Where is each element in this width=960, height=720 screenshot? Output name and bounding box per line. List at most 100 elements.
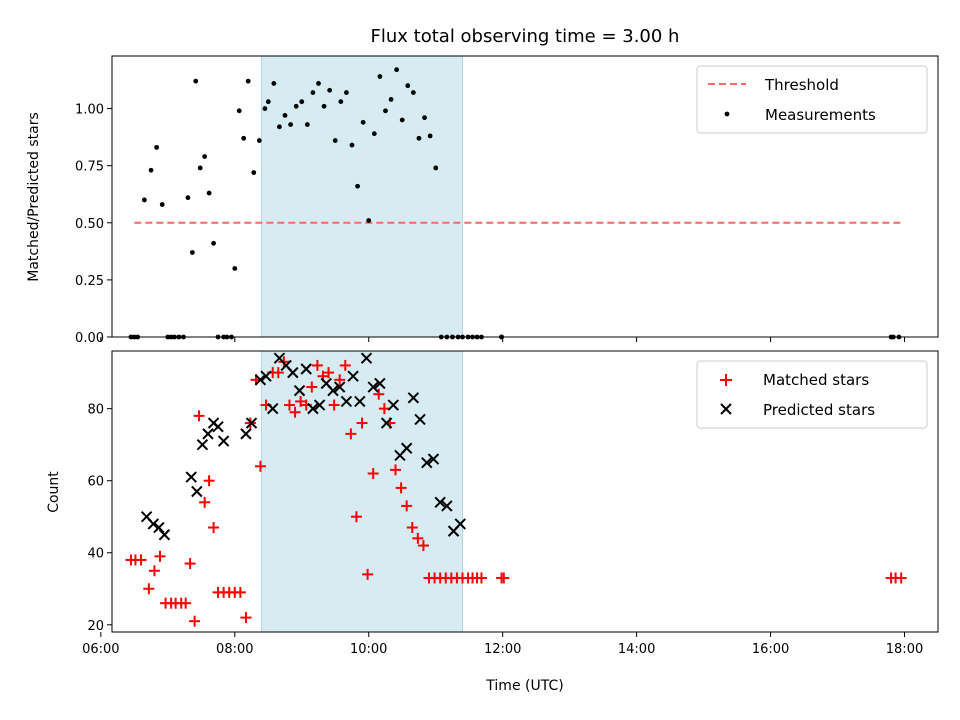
matched-star-point — [417, 540, 429, 552]
predicted-star-point — [374, 377, 386, 390]
predicted-star-point — [147, 518, 160, 530]
bottom-y-axis-label: Count — [46, 471, 62, 513]
x-tick-label: 08:00 — [216, 642, 253, 657]
predicted-star-point — [427, 453, 440, 465]
predicted-star-point — [380, 417, 393, 429]
top-ticks-layer: 0.00 0.25 0.50 0.75 1.00 — [75, 103, 906, 346]
matched-star-point — [283, 399, 295, 411]
predicted-star-point — [293, 384, 306, 397]
measurement-point — [148, 167, 154, 173]
matched-star-point — [895, 572, 907, 584]
measurement-point — [202, 154, 208, 159]
bottom-observing-span — [261, 350, 463, 633]
predicted-star-point — [185, 471, 197, 483]
matched-star-point — [328, 399, 340, 411]
top-y-tick-label: 0.50 — [75, 217, 104, 232]
predicted-star-point — [191, 485, 203, 498]
matched-star-point — [208, 522, 220, 534]
measurement-point — [245, 78, 251, 84]
matched-star-point — [193, 410, 205, 422]
matched-star-point — [189, 615, 201, 627]
predicted-star-point — [421, 456, 433, 469]
top-y-tick-label: 0.25 — [75, 274, 104, 289]
matched-star-point — [345, 428, 357, 440]
predicted-star-point — [334, 381, 346, 393]
matched-star-point — [295, 395, 307, 407]
matched-star-point — [272, 367, 284, 379]
predicted-star-point — [434, 496, 446, 509]
measurement-point — [355, 183, 360, 189]
predicted-star-point — [245, 417, 258, 429]
measurement-point — [422, 115, 427, 121]
measurement-point — [377, 74, 383, 79]
matched-star-point — [356, 417, 368, 429]
predicted-star-point — [240, 428, 252, 440]
bottom-axes-frame — [111, 350, 939, 633]
matched-star-point — [498, 572, 510, 584]
predicted-star-point — [347, 370, 359, 382]
bottom-y-tick-label: 20 — [87, 619, 104, 634]
predicted-star-point — [254, 374, 267, 386]
predicted-star-point — [267, 402, 279, 415]
predicted-star-point — [367, 381, 379, 393]
measurement-point — [185, 195, 191, 201]
predicted-star-point — [360, 352, 373, 364]
matched-star-point — [362, 568, 374, 580]
measurement-point — [189, 250, 195, 255]
matched-star-point — [306, 381, 318, 393]
matched-star-point — [323, 367, 335, 379]
predicted-star-point — [441, 500, 453, 512]
bottom-y-tick-label: 40 — [87, 547, 104, 562]
matched-star-point — [350, 511, 362, 523]
measurement-point — [316, 81, 321, 86]
measurement-point — [251, 170, 257, 175]
bottom-legend: Matched stars Predicted stars — [696, 360, 928, 429]
measurement-point — [232, 266, 238, 271]
x-axis-label: Time (UTC) — [485, 678, 563, 694]
measurement-point — [310, 90, 316, 95]
bottom-y-tick-label: 80 — [87, 403, 104, 418]
predicted-star-point — [260, 370, 272, 382]
matched-star-point — [339, 359, 351, 371]
matched-star-point — [184, 558, 196, 570]
predicted-star-point — [196, 438, 209, 451]
predicted-star-point — [153, 521, 165, 534]
predicted-star-point — [327, 384, 339, 397]
measurement-point — [241, 135, 247, 141]
top-observing-span — [261, 55, 463, 338]
measurement-point — [265, 99, 271, 105]
measurement-point — [277, 124, 282, 130]
measurement-point — [433, 165, 439, 171]
matched-star-point — [401, 500, 413, 512]
top-axes-frame — [111, 55, 939, 338]
predicted-star-point — [354, 395, 366, 408]
predicted-star-point — [287, 366, 299, 379]
predicted-legend-swatch — [720, 403, 732, 415]
matched-star-point — [289, 406, 301, 418]
measurement-point — [206, 190, 212, 196]
measurement-point — [383, 108, 388, 114]
x-tick-label: 14:00 — [618, 642, 655, 657]
predicted-star-point — [414, 413, 426, 426]
predicted-star-point — [407, 392, 420, 404]
measurement-point — [288, 122, 293, 127]
measurement-point — [399, 117, 405, 123]
matched-star-point — [395, 482, 407, 494]
matched-star-point — [203, 475, 215, 487]
predicted-star-point — [300, 363, 312, 375]
predicted-star-point — [202, 428, 214, 440]
matched-star-point — [311, 359, 323, 371]
matched-star-point — [180, 597, 192, 609]
measurement-point — [299, 99, 305, 105]
matched-star-point — [254, 460, 266, 472]
top-panel: 0.00 0.25 0.50 0.75 1.00 Matched/Predicted s… — [26, 55, 939, 346]
predicted-star-point — [313, 399, 326, 411]
measurement-point — [304, 122, 310, 127]
matched-star-point — [367, 467, 379, 479]
measurement-point — [236, 108, 242, 114]
measurement-point — [410, 90, 416, 95]
top-legend: Threshold Measurements — [696, 65, 928, 134]
matched-legend-swatch — [720, 374, 732, 386]
measurement-point — [327, 87, 333, 93]
